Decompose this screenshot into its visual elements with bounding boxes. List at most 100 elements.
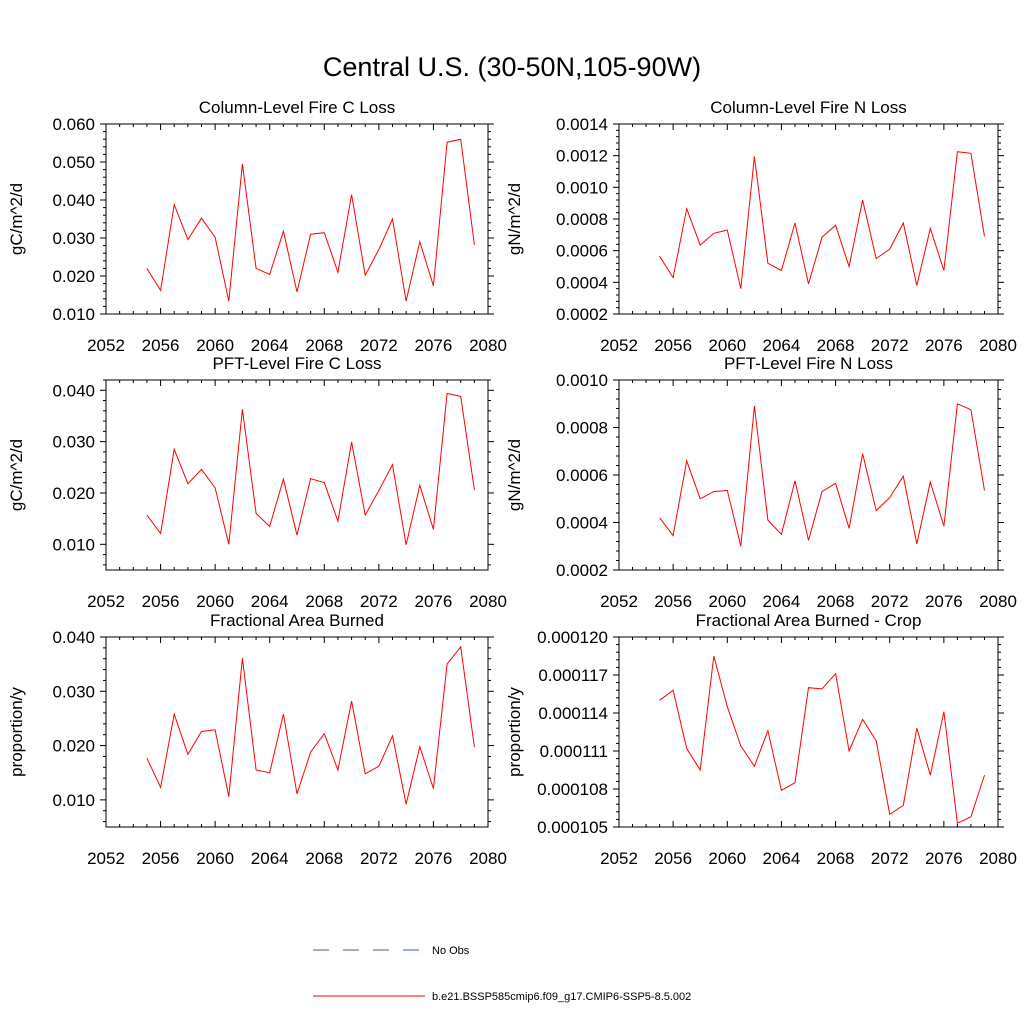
chart-panel-1: 2052 2056 2060 2064 2068 2072 2076 2080 0.010 0.0…	[7, 98, 507, 355]
y-tick-label: 0.020	[52, 484, 95, 503]
y-tick-label: 0.010	[52, 535, 95, 554]
panels: 2052 2056 2060 2064 2068 2072 2076 2080 0.010 0.0…	[7, 98, 1017, 868]
series-line	[146, 138, 475, 302]
x-tick-label: 2076	[925, 336, 963, 355]
chart-panel-5: 2052 2056 2060 2064 2068 2072 2076 2080 0.010 0.0…	[7, 611, 507, 868]
x-tick-label: 2072	[871, 849, 909, 868]
y-tick-label: 0.0002	[556, 561, 608, 580]
x-tick-label: 2080	[469, 592, 507, 611]
legend-label-case: b.e21.BSSP585cmip6.f09_g17.CMIP6-SSP5-8.…	[432, 991, 691, 1003]
plot-frame	[618, 379, 999, 571]
y-tick-label: 0.040	[52, 381, 95, 400]
x-tick-label: 2052	[600, 592, 638, 611]
x-tick-label: 2068	[817, 592, 855, 611]
panel-title: PFT-Level Fire N Loss	[724, 354, 893, 373]
x-tick-label: 2060	[196, 592, 234, 611]
chart-panel-3: 2052 2056 2060 2064 2068 2072 2076 2080 0.010 0.0…	[7, 354, 507, 611]
x-tick-label: 2056	[654, 592, 692, 611]
y-axis-label: gC/m^2/d	[7, 439, 26, 511]
y-tick-label: 0.0004	[556, 273, 608, 292]
y-tick-label: 0.0014	[556, 115, 608, 134]
x-tick-label: 2064	[763, 592, 801, 611]
panel-title: Column-Level Fire C Loss	[199, 98, 396, 117]
chart-panel-2: 2052 2056 2060 2064 2068 2072 2076 2080 0.0002 0.…	[505, 98, 1017, 355]
x-tick-label: 2060	[708, 336, 746, 355]
legend-label-no-obs: No Obs	[432, 945, 470, 957]
panel-title: Fractional Area Burned - Crop	[696, 611, 922, 630]
x-tick-label: 2068	[305, 849, 343, 868]
plot-frame	[105, 379, 489, 571]
plot-frame	[618, 636, 999, 828]
x-tick-label: 2064	[763, 849, 801, 868]
y-tick-label: 0.0008	[556, 419, 608, 438]
plot-frame	[618, 123, 999, 315]
y-tick-label: 0.030	[52, 682, 95, 701]
x-tick-label: 2060	[196, 849, 234, 868]
y-tick-label: 0.0008	[556, 210, 608, 229]
panel-title: Fractional Area Burned	[210, 611, 384, 630]
x-tick-label: 2056	[142, 592, 180, 611]
y-tick-label: 0.030	[52, 433, 95, 452]
y-tick-label: 0.030	[52, 229, 95, 248]
y-tick-label: 0.0002	[556, 305, 608, 324]
y-tick-label: 0.060	[52, 115, 95, 134]
x-tick-label: 2056	[142, 849, 180, 868]
y-tick-label: 0.0010	[556, 178, 608, 197]
y-tick-label: 0.0010	[556, 371, 608, 390]
x-tick-label: 2052	[600, 336, 638, 355]
plot-frame	[105, 123, 489, 315]
x-tick-label: 2080	[979, 592, 1017, 611]
x-tick-label: 2060	[708, 592, 746, 611]
x-tick-label: 2052	[600, 849, 638, 868]
series-line	[659, 151, 985, 289]
series-line	[659, 403, 985, 547]
x-tick-label: 2056	[142, 336, 180, 355]
x-tick-label: 2064	[763, 336, 801, 355]
y-tick-label: 0.000111	[540, 742, 608, 761]
panel-title: PFT-Level Fire C Loss	[212, 354, 381, 373]
x-tick-label: 2080	[469, 849, 507, 868]
figure-title: Central U.S. (30-50N,105-90W)	[323, 52, 701, 82]
legend: No Obs b.e21.BSSP585cmip6.f09_g17.CMIP6-…	[313, 945, 691, 1003]
x-tick-label: 2064	[251, 592, 289, 611]
x-tick-label: 2080	[979, 336, 1017, 355]
y-tick-label: 0.0006	[556, 466, 608, 485]
y-tick-label: 0.050	[52, 153, 95, 172]
y-axis-label: proportion/y	[505, 687, 524, 777]
x-tick-label: 2060	[196, 336, 234, 355]
x-tick-label: 2072	[871, 336, 909, 355]
x-tick-label: 2068	[817, 849, 855, 868]
y-tick-label: 0.000120	[537, 628, 608, 647]
x-tick-label: 2076	[415, 849, 453, 868]
y-tick-label: 0.040	[52, 191, 95, 210]
y-axis-label: gN/m^2/d	[505, 439, 524, 511]
x-tick-label: 2072	[871, 592, 909, 611]
y-axis-label: gC/m^2/d	[7, 183, 26, 255]
x-tick-label: 2068	[305, 336, 343, 355]
x-tick-label: 2080	[979, 849, 1017, 868]
x-tick-label: 2052	[87, 336, 125, 355]
series-line	[659, 655, 985, 824]
y-tick-label: 0.000108	[537, 780, 608, 799]
x-tick-label: 2052	[87, 592, 125, 611]
y-tick-label: 0.000117	[538, 666, 608, 685]
y-tick-label: 0.0006	[556, 242, 608, 261]
x-tick-label: 2072	[360, 592, 398, 611]
x-tick-label: 2060	[708, 849, 746, 868]
panel-title: Column-Level Fire N Loss	[710, 98, 907, 117]
y-tick-label: 0.040	[52, 628, 95, 647]
x-tick-label: 2072	[360, 849, 398, 868]
chart-panel-6: 2052 2056 2060 2064 2068 2072 2076 2080 0.000105…	[505, 611, 1017, 868]
x-tick-label: 2076	[415, 592, 453, 611]
y-axis-label: proportion/y	[7, 687, 26, 777]
x-tick-label: 2076	[925, 592, 963, 611]
chart-panel-4: 2052 2056 2060 2064 2068 2072 2076 2080 0.0002 0.…	[505, 354, 1017, 611]
y-tick-label: 0.020	[52, 267, 95, 286]
x-tick-label: 2080	[469, 336, 507, 355]
y-tick-label: 0.010	[52, 791, 95, 810]
y-tick-label: 0.0004	[556, 514, 608, 533]
x-tick-label: 2076	[925, 849, 963, 868]
x-tick-label: 2064	[251, 849, 289, 868]
x-tick-label: 2072	[360, 336, 398, 355]
series-line	[146, 392, 475, 545]
